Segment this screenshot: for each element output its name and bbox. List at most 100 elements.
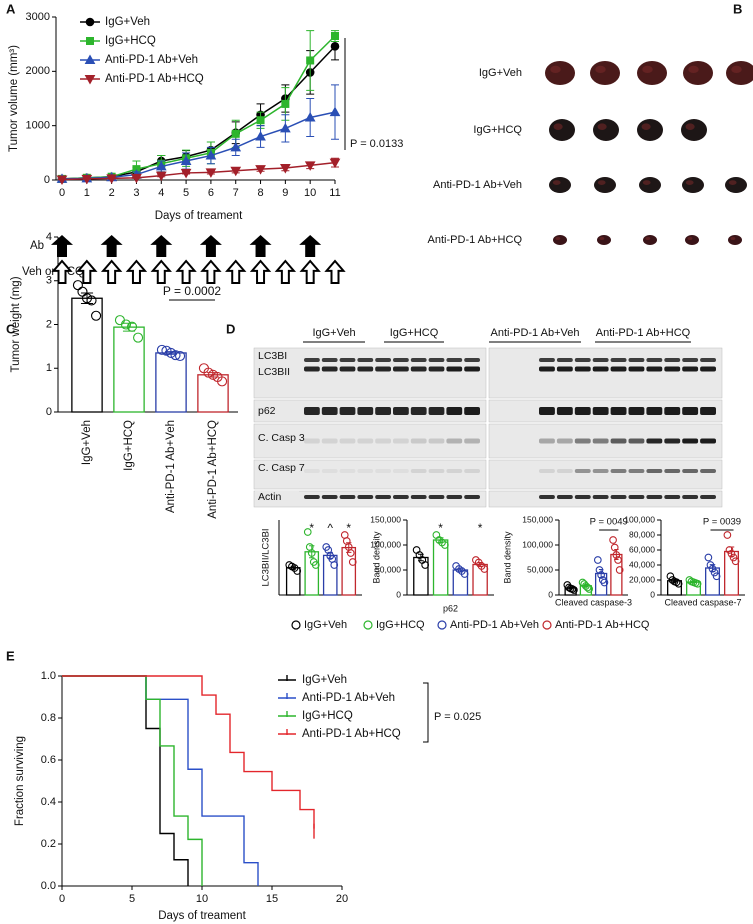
marker <box>56 175 68 185</box>
blot-band <box>646 407 663 415</box>
x-tick-label: 3 <box>133 187 139 199</box>
legend-line <box>278 693 296 699</box>
blot-band <box>357 407 374 415</box>
blot-band <box>304 469 320 473</box>
blot-band <box>592 358 609 362</box>
marker <box>180 155 192 165</box>
y-axis-label: Fraction surviving <box>14 736 26 826</box>
blot-band <box>610 469 627 473</box>
data-point <box>710 568 719 577</box>
blot-band <box>664 358 681 362</box>
legend-marker <box>86 37 94 45</box>
dose-arrow <box>100 259 123 284</box>
dose-arrow <box>200 259 222 284</box>
blot-band <box>375 438 391 444</box>
blot-band <box>556 407 573 415</box>
blot-band <box>574 358 591 362</box>
y-tick-label: 0.0 <box>41 880 56 892</box>
data-point <box>612 551 621 559</box>
marker <box>306 56 315 65</box>
data-point <box>307 549 316 557</box>
marker <box>255 131 266 141</box>
tumor-highlight <box>597 123 607 130</box>
blot-band <box>539 407 555 415</box>
blot-band <box>446 438 463 444</box>
marker <box>256 116 265 125</box>
blot-band <box>610 407 627 415</box>
blot-band <box>304 407 320 415</box>
data-point <box>674 579 683 588</box>
legend-label: Anti-PD-1 Ab+Veh <box>450 619 539 631</box>
legend-label: IgG+HCQ <box>105 35 156 47</box>
y-tick-label: 50,000 <box>527 564 553 574</box>
data-point <box>593 556 602 564</box>
data-point <box>156 344 167 355</box>
legend-label: IgG+HCQ <box>376 619 425 631</box>
blot-band <box>664 407 681 415</box>
blot-group-label: Anti-PD-1 Ab+Veh <box>491 327 580 339</box>
tumor-highlight <box>685 123 695 130</box>
photo-row-label: IgG+HCQ <box>473 124 522 136</box>
blot-band <box>539 495 555 499</box>
blot-band <box>410 358 427 362</box>
blot-label-bg <box>255 491 299 503</box>
blot-band <box>556 358 573 362</box>
blot-band <box>393 358 409 362</box>
dose-arrow <box>175 259 197 284</box>
blot-band <box>610 438 627 444</box>
blot-band <box>592 438 609 444</box>
blot-band <box>428 495 445 499</box>
x-tick-label: 9 <box>282 187 288 199</box>
data-point <box>723 531 732 539</box>
tumor-highlight <box>645 237 651 240</box>
data-point <box>725 546 734 554</box>
marker <box>281 99 290 108</box>
blot-band <box>628 438 645 444</box>
marker <box>280 122 291 133</box>
data-point <box>708 564 717 573</box>
y-tick-label: 3 <box>46 275 52 287</box>
blot-band <box>410 407 427 415</box>
schedule-label: Veh or HCQ <box>22 266 84 278</box>
blot-band <box>700 358 716 362</box>
data-point <box>126 321 138 332</box>
legend-label: Anti-PD-1 Ab+HCQ <box>555 619 650 631</box>
y-tick-label: 0 <box>548 589 553 599</box>
significance-mark: * <box>346 521 351 535</box>
blot-band <box>446 495 463 499</box>
blot-band <box>321 358 338 362</box>
legend-marker <box>84 75 96 85</box>
significance-mark: * <box>309 521 314 535</box>
blot-band <box>321 495 338 499</box>
data-point <box>597 571 605 579</box>
bar <box>71 297 103 413</box>
data-point <box>685 576 694 584</box>
blot-band <box>628 407 645 415</box>
marker <box>131 173 142 184</box>
blot-band <box>664 438 681 444</box>
tumor-highlight <box>597 180 606 186</box>
data-point <box>114 315 125 326</box>
data-point <box>614 556 622 564</box>
tumor-highlight <box>731 65 742 73</box>
blot-band <box>682 407 699 415</box>
data-point <box>207 369 219 380</box>
blot-band <box>428 438 445 444</box>
y-tick-label: 20,000 <box>629 574 655 584</box>
dose-arrow <box>299 235 322 257</box>
data-point <box>568 585 577 593</box>
legend-line <box>278 711 296 717</box>
tumor <box>549 177 571 193</box>
bar <box>155 352 187 413</box>
blot-band <box>628 358 645 362</box>
tumor <box>553 235 567 245</box>
survival-curve <box>62 675 315 829</box>
marker <box>231 129 240 138</box>
data-point <box>421 561 429 569</box>
y-tick-label: 0.6 <box>41 754 56 766</box>
blot-label-bg <box>255 350 299 362</box>
y-tick-label: 100,000 <box>522 539 553 549</box>
blot-panel <box>488 347 723 399</box>
legend-marker <box>542 620 552 630</box>
legend-marker <box>85 17 95 27</box>
